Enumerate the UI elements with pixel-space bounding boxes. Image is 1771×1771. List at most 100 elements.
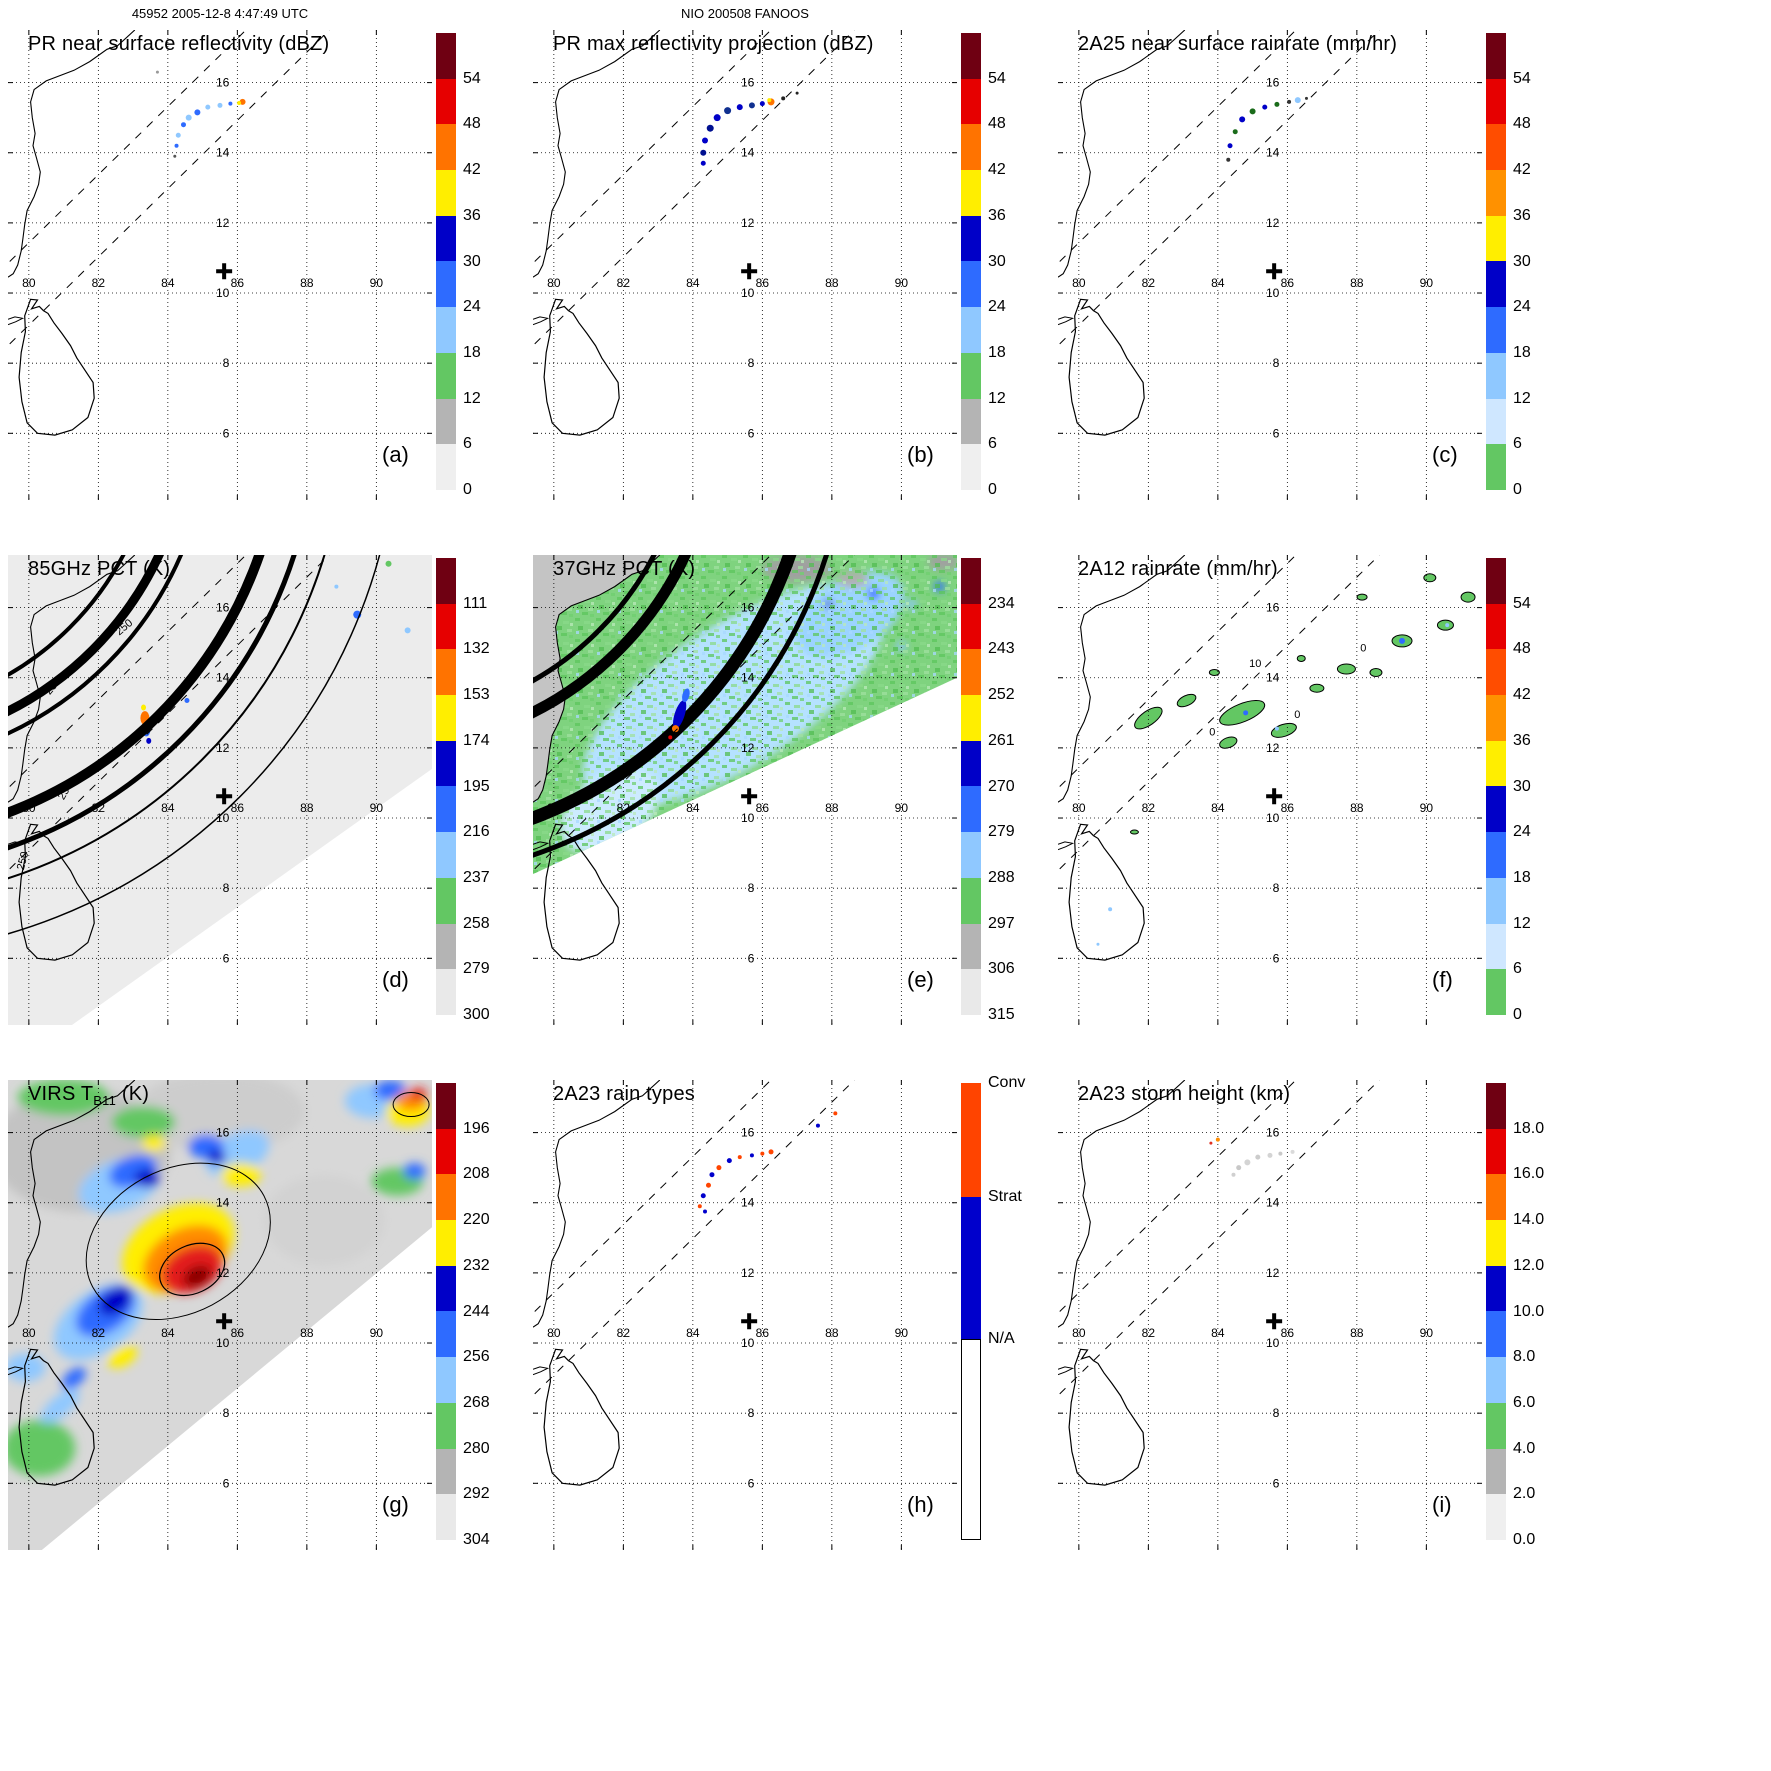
svg-text:10: 10 — [1266, 1336, 1280, 1350]
colorbar-segment — [961, 740, 981, 787]
svg-text:6: 6 — [748, 1476, 755, 1490]
colorbar-tick-label: 14.0 — [1513, 1211, 1545, 1229]
colorbar-tick-label: 279 — [988, 823, 1015, 841]
panel-title: 85GHz PCT (K) — [28, 558, 171, 580]
svg-text:90: 90 — [370, 276, 384, 290]
colorbar-tick-label: 268 — [463, 1393, 490, 1411]
map-f: 80 82 84 86 88 90 6 8 10 12 14 16 10 0 0 0 — [1058, 555, 1482, 1025]
svg-text:10: 10 — [741, 1336, 755, 1350]
svg-text:82: 82 — [617, 1326, 631, 1340]
svg-text:84: 84 — [1211, 1326, 1225, 1340]
data-features — [1226, 96, 1308, 162]
svg-text:84: 84 — [161, 276, 175, 290]
colorbar-segment — [436, 969, 456, 1015]
coastline — [533, 555, 661, 961]
svg-text:86: 86 — [1281, 276, 1295, 290]
contour-label: 10 — [1249, 658, 1261, 670]
panel-i: 80 82 84 86 88 90 6 8 10 12 14 16 2A23 storm height… — [1058, 1080, 1618, 1585]
gridlines — [1058, 30, 1482, 500]
colorbar-tick-label: 36 — [1513, 731, 1531, 749]
svg-text:16: 16 — [1266, 76, 1280, 90]
storm-center-cross-icon — [216, 1313, 233, 1330]
colorbar-segment — [961, 1083, 981, 1198]
contour-label: 0 — [1209, 727, 1215, 739]
colorbar-tick-label: 297 — [988, 914, 1015, 932]
colorbar-segment — [1486, 558, 1506, 604]
colorbar-segment — [1486, 786, 1506, 833]
colorbar-segment — [961, 124, 981, 171]
axis-labels: 80 82 84 86 88 90 6 8 10 12 14 16 — [547, 1126, 908, 1491]
svg-text:90: 90 — [895, 276, 909, 290]
colorbar-segment — [961, 877, 981, 924]
svg-text:84: 84 — [686, 1326, 700, 1340]
coastline — [1058, 555, 1186, 961]
colorbar-tick-label: Strat — [988, 1188, 1022, 1206]
colorbar: 111 132 153 174 195 216 237 258 279 300 — [436, 558, 490, 1023]
colorbar-segment — [1486, 1220, 1506, 1266]
svg-text:16: 16 — [216, 601, 230, 615]
colorbar-tick-label: 24 — [463, 298, 481, 316]
colorbar-tick-label: 279 — [463, 960, 490, 978]
panel-title: PR near surface reflectivity (dBZ) — [28, 33, 330, 55]
svg-text:86: 86 — [231, 1326, 245, 1340]
colorbar-tick-label: 174 — [463, 731, 490, 749]
colorbar-tick-label: 111 — [463, 594, 488, 612]
svg-text:16: 16 — [216, 1126, 230, 1140]
svg-text:12: 12 — [1266, 216, 1280, 230]
storm-center-cross-icon — [1266, 788, 1283, 805]
colorbar-segment — [1486, 832, 1506, 878]
axis-labels: 80 82 84 86 88 90 6 8 10 12 14 16 — [1072, 1126, 1433, 1491]
colorbar-tick-label: 280 — [463, 1439, 490, 1457]
colorbar-tick-label: 18.0 — [1513, 1119, 1545, 1137]
swath-edge-lines — [534, 30, 856, 345]
svg-text:10: 10 — [741, 811, 755, 825]
colorbar-tick-label: 292 — [463, 1485, 490, 1503]
map-b: 80 82 84 86 88 90 6 8 10 12 14 16 — [533, 30, 957, 500]
data-features — [1096, 623, 1450, 946]
panel-letter: (i) — [1432, 1492, 1452, 1517]
colorbar-tick-label: 153 — [463, 686, 490, 704]
svg-text:6: 6 — [223, 1476, 230, 1490]
svg-text:14: 14 — [1266, 1196, 1280, 1210]
storm-header: NIO 200508 FANOOS — [681, 6, 809, 21]
panel-letter: (c) — [1432, 442, 1458, 467]
svg-text:8: 8 — [223, 1406, 230, 1420]
colorbar-tick-label: 195 — [463, 777, 490, 795]
swath-edge-lines — [1059, 555, 1381, 870]
map-plot-f: 80 82 84 86 88 90 6 8 10 12 14 16 10 0 0 0 — [1058, 555, 1482, 1025]
colorbar-tick-label: 256 — [463, 1348, 490, 1366]
colorbar: 234 243 252 261 270 279 288 297 306 315 — [961, 558, 1015, 1023]
colorbar: Conv Strat N/A — [961, 1074, 1025, 1540]
contour-label: 0 — [1294, 709, 1300, 721]
colorbar-tick-label: 12 — [1513, 914, 1531, 932]
svg-text:12: 12 — [216, 216, 230, 230]
svg-text:90: 90 — [895, 1326, 909, 1340]
colorbar-tick-label: 30 — [988, 252, 1006, 270]
colorbar-tick-label: 54 — [463, 69, 481, 87]
colorbar-segment — [961, 170, 981, 216]
panel-f: 80 82 84 86 88 90 6 8 10 12 14 16 10 0 0 0 2A12 rainrat… — [1058, 555, 1618, 1060]
svg-text:8: 8 — [748, 1406, 755, 1420]
svg-text:88: 88 — [1350, 276, 1364, 290]
colorbar-segment — [436, 215, 456, 262]
colorbar-segment — [436, 307, 456, 353]
panel-letter: (a) — [382, 442, 409, 467]
storm-center-cross-icon — [1266, 263, 1283, 280]
svg-text:8: 8 — [223, 881, 230, 895]
colorbar-tick-label: 216 — [463, 823, 490, 841]
panel-letter: (b) — [907, 442, 934, 467]
colorbar-segment — [436, 1402, 456, 1449]
coastline — [1058, 30, 1186, 436]
colorbar-tick-label: 304 — [463, 1531, 490, 1548]
colorbar-tick-label: 0 — [463, 481, 472, 498]
svg-text:6: 6 — [1273, 426, 1280, 440]
panel-c: 80 82 84 86 88 90 6 8 10 12 14 16 2A25 near surface… — [1058, 30, 1618, 535]
map-plot-c: 80 82 84 86 88 90 6 8 10 12 14 16 — [1058, 30, 1482, 500]
svg-text:14: 14 — [216, 671, 230, 685]
svg-text:90: 90 — [1420, 801, 1434, 815]
map-c: 80 82 84 86 88 90 6 8 10 12 14 16 — [1058, 30, 1482, 500]
colorbar: 54 48 42 36 30 24 18 12 6 0 — [1486, 558, 1531, 1023]
axis-labels: 80 82 84 86 88 90 6 8 10 12 14 16 — [22, 1126, 383, 1491]
